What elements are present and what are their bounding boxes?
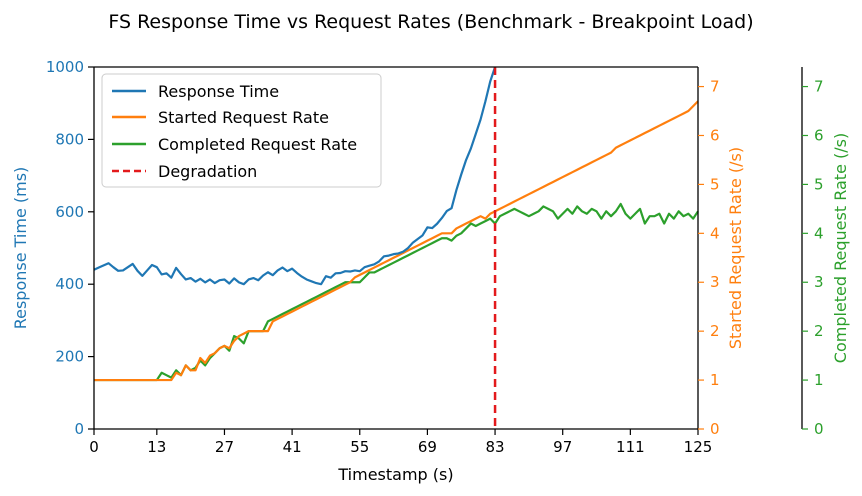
y-left-tick-label: 400 xyxy=(55,275,84,293)
y-left-tick-label: 600 xyxy=(55,203,84,221)
y-left-tick-label: 1000 xyxy=(46,58,84,76)
x-tick-label: 41 xyxy=(283,438,302,456)
y-right1-axis-ticks: 0 1 2 3 4 5 6 7 xyxy=(698,78,720,438)
y-right2-axis-ticks: 0 1 2 3 4 5 6 7 xyxy=(802,78,824,438)
y-right2-tick-label: 1 xyxy=(814,371,824,389)
y-right1-tick-label: 3 xyxy=(710,273,720,291)
y-right2-tick-label: 4 xyxy=(814,224,824,242)
x-tick-label: 27 xyxy=(215,438,234,456)
legend-label-completed-request-rate: Completed Request Rate xyxy=(158,135,357,154)
y-right2-tick-label: 0 xyxy=(814,420,824,438)
y-right2-tick-label: 2 xyxy=(814,322,824,340)
series-line-response-time xyxy=(93,66,497,286)
y-right2-tick-label: 5 xyxy=(814,175,824,193)
legend: Response Time Started Request Rate Compl… xyxy=(101,73,382,188)
legend-box xyxy=(101,73,382,188)
x-tick-label: 125 xyxy=(684,438,713,456)
x-tick-label: 111 xyxy=(616,438,645,456)
series-lines xyxy=(93,66,699,382)
legend-entry-response-time: Response Time xyxy=(112,82,279,101)
legend-entry-degradation: Degradation xyxy=(112,162,257,181)
legend-entry-started-request-rate: Started Request Rate xyxy=(112,108,329,127)
y-right2-tick-label: 3 xyxy=(814,273,824,291)
y-right2-tick-label: 7 xyxy=(814,78,824,96)
y-right1-tick-label: 1 xyxy=(710,371,720,389)
y-left-axis-ticks: 0 200 400 600 800 1000 xyxy=(46,58,94,438)
x-tick-label: 0 xyxy=(89,438,99,456)
legend-entry-completed-request-rate: Completed Request Rate xyxy=(112,135,357,154)
y-right1-tick-label: 5 xyxy=(710,175,720,193)
x-tick-label: 83 xyxy=(486,438,505,456)
x-tick-label: 55 xyxy=(350,438,369,456)
legend-label-started-request-rate: Started Request Rate xyxy=(158,108,329,127)
y-right1-tick-label: 2 xyxy=(710,322,720,340)
y-left-tick-label: 800 xyxy=(55,130,84,148)
y-right2-axis-label: Completed Request Rate (/s) xyxy=(831,133,850,363)
y-left-tick-label: 200 xyxy=(55,348,84,366)
legend-label-response-time: Response Time xyxy=(158,82,279,101)
x-axis-label: Timestamp (s) xyxy=(337,465,453,484)
series-line-started-request-rate xyxy=(94,100,699,382)
chart-title: FS Response Time vs Request Rates (Bench… xyxy=(108,11,753,33)
y-right1-axis-label: Started Request Rate (/s) xyxy=(726,147,745,349)
y-right1-tick-label: 6 xyxy=(710,126,720,144)
legend-label-degradation: Degradation xyxy=(158,162,257,181)
y-right1-tick-label: 0 xyxy=(710,420,720,438)
y-left-tick-label: 0 xyxy=(74,420,84,438)
x-axis-ticks: 0 13 27 41 55 69 83 97 111 125 xyxy=(89,429,712,456)
y-right1-tick-label: 4 xyxy=(710,224,720,242)
x-tick-label: 69 xyxy=(418,438,437,456)
series-line-completed-request-rate xyxy=(94,202,699,382)
plot-frame xyxy=(93,66,803,430)
x-tick-label: 13 xyxy=(147,438,166,456)
x-tick-label: 97 xyxy=(553,438,572,456)
y-right2-tick-label: 6 xyxy=(814,126,824,144)
y-left-axis-label: Response Time (ms) xyxy=(11,167,30,330)
y-right1-tick-label: 7 xyxy=(710,78,720,96)
